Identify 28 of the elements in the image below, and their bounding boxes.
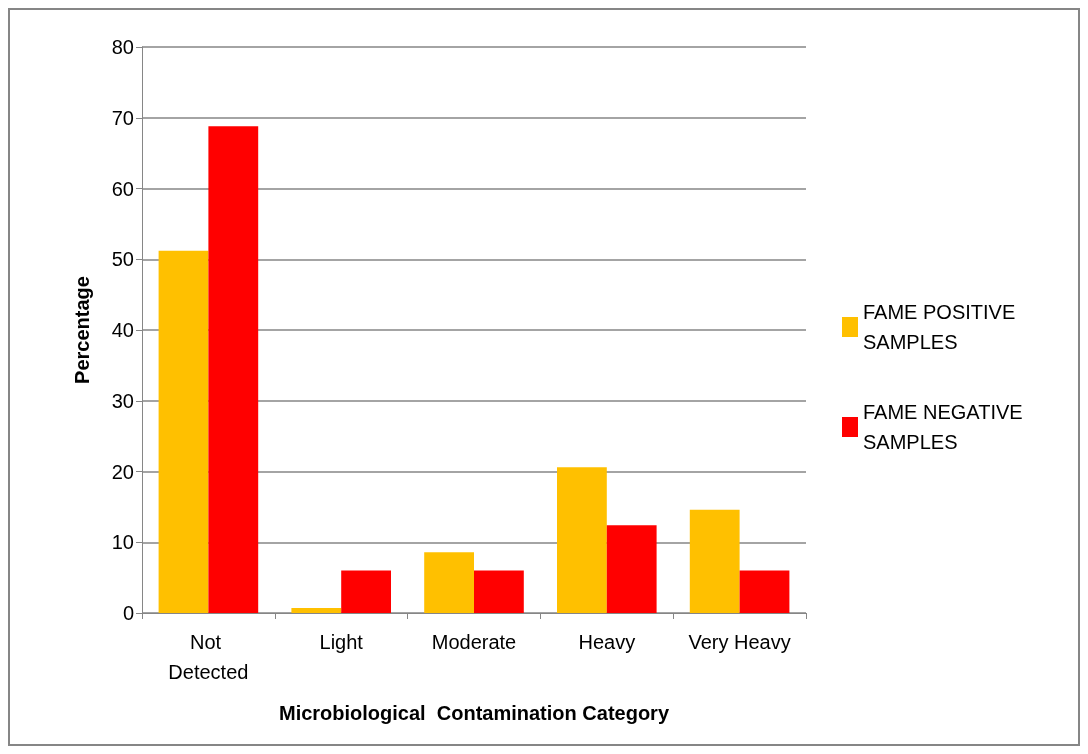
x-axis-title: Microbiological Contamination Category	[278, 702, 670, 724]
legend-label: FAME POSITIVE SAMPLES	[863, 301, 1021, 353]
x-tick-label: Moderate	[431, 631, 517, 653]
y-axis-title: Percentage	[71, 276, 93, 384]
legend-label: FAME NEGATIVE SAMPLES	[863, 401, 1029, 453]
y-tick-label: 40	[111, 319, 134, 341]
y-tick-label: 80	[111, 36, 134, 58]
y-tick-label: 70	[111, 106, 134, 129]
x-tick-label: Not Detected	[168, 631, 249, 683]
y-tick-label: 0	[122, 602, 134, 624]
bar	[606, 525, 657, 613]
bar	[557, 467, 607, 613]
bar	[424, 552, 474, 613]
y-tick-label: 50	[111, 248, 134, 271]
x-tick-label: Heavy	[578, 631, 636, 653]
y-tick-label: 60	[111, 177, 134, 200]
bar	[158, 250, 209, 613]
bar	[689, 509, 740, 613]
bar	[291, 608, 342, 613]
x-tick-label: Very Heavy	[688, 631, 791, 653]
bar	[341, 570, 391, 613]
y-tick-label: 10	[111, 531, 134, 554]
bar	[474, 570, 524, 613]
y-tick-label: 20	[111, 460, 134, 483]
bar	[739, 570, 790, 613]
y-tick-label: 30	[111, 389, 134, 412]
bar	[208, 126, 259, 613]
x-tick-label: Light	[319, 631, 364, 653]
